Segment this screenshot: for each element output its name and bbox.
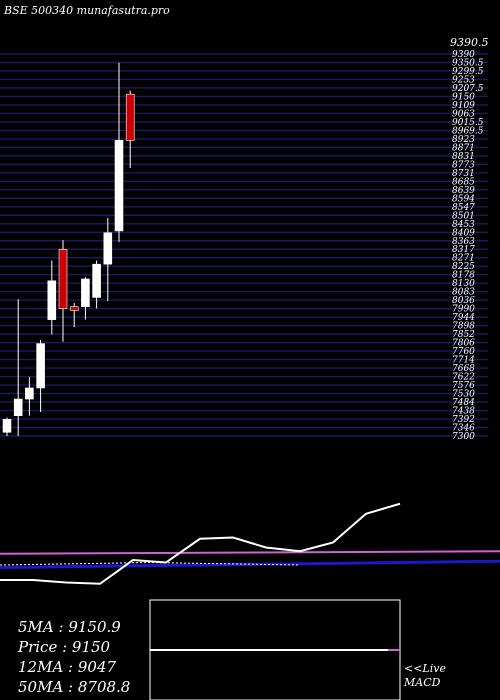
price-tick-label: 8547: [452, 203, 475, 213]
candle-body: [69, 306, 79, 311]
price-tick-label: 8036: [452, 296, 475, 306]
indicator-panel: [0, 502, 500, 585]
live-label: <<Live: [404, 662, 446, 675]
price-tick-label: 9150: [452, 92, 475, 102]
price-tick-label: 9063: [452, 109, 475, 119]
candle-body: [92, 263, 101, 298]
price-tick-label: 7346: [452, 424, 475, 434]
candle-body: [58, 249, 68, 309]
price-tick-label: 9109: [452, 101, 475, 111]
candle-body: [25, 387, 34, 400]
candle-body: [2, 419, 12, 433]
price-tick-label: 9350.5: [452, 58, 484, 68]
top-price-label: 9390.5: [450, 36, 489, 49]
price-tick-label: 9207.5: [452, 84, 484, 94]
candle-body: [47, 280, 57, 320]
price-tick-label: 7576: [452, 381, 475, 391]
candle-body: [81, 278, 90, 307]
price-tick-label: 7944: [452, 313, 475, 323]
price-tick-label: 8317: [452, 245, 475, 255]
price-tick-label: 7760: [452, 347, 475, 357]
price-tick-label: 8363: [452, 237, 475, 247]
price-tick-label: 7714: [452, 356, 475, 366]
price-tick-label: 9015.5: [452, 118, 484, 128]
price-tick-label: 8923: [452, 135, 475, 145]
price-tick-label: 7898: [452, 322, 475, 332]
price-tick-label: 7484: [452, 398, 475, 408]
price-tick-label: 8594: [452, 194, 475, 204]
price-tick-labels: 93909350.59299.592539207.591509109906390…: [452, 50, 484, 442]
price-tick-label: 8871: [452, 143, 475, 153]
price-tick-label: 7806: [452, 339, 475, 349]
price-tick-label: 8731: [452, 169, 475, 179]
candle-body: [13, 398, 23, 416]
price-tick-label: 9299.5: [452, 67, 484, 77]
price-tick-label: 7622: [452, 373, 475, 383]
ma12-label: 12MA : 9047: [18, 658, 116, 676]
price-tick-label: 8225: [452, 262, 475, 272]
candle-body: [125, 93, 135, 141]
price-grid: [0, 53, 488, 437]
price-tick-label: 8831: [452, 152, 475, 162]
price-tick-label: 9253: [452, 75, 475, 85]
price-tick-label: 7530: [452, 390, 475, 400]
white-indicator-line: [0, 502, 401, 585]
price-tick-label: 8773: [452, 160, 475, 170]
macd-label: MACD: [403, 676, 441, 689]
price-tick-label: 8685: [452, 177, 475, 187]
chart-title: BSE 500340 munafasutra.pro: [3, 4, 170, 17]
ma5-label: 5MA : 9150.9: [18, 618, 121, 636]
price-tick-label: 8969.5: [452, 126, 484, 136]
candle-body: [36, 343, 45, 389]
price-tick-label: 7990: [452, 305, 475, 315]
price-tick-label: 8639: [452, 186, 475, 196]
price-tick-label: 8130: [452, 279, 475, 289]
price-tick-label: 8178: [452, 271, 475, 281]
price-tick-label: 8271: [452, 254, 475, 264]
price-tick-label: 9390: [452, 50, 475, 60]
price-tick-label: 8083: [452, 288, 475, 298]
price-tick-label: 7300: [452, 432, 475, 442]
candles-layer: [2, 62, 135, 436]
price-tick-label: 8453: [452, 220, 475, 230]
price-tick-label: 8501: [452, 211, 475, 221]
purple-ma-line: [0, 550, 500, 555]
price-label: Price : 9150: [17, 638, 111, 656]
price-tick-label: 8409: [452, 228, 475, 238]
ma50-label: 50MA : 8708.8: [18, 678, 130, 696]
candle-body: [114, 140, 124, 232]
price-tick-label: 7852: [452, 330, 475, 340]
blue-ma-line: [0, 559, 500, 569]
price-tick-label: 7392: [452, 415, 475, 425]
candle-body: [103, 232, 113, 265]
price-tick-label: 7668: [452, 364, 475, 374]
price-tick-label: 7438: [452, 407, 475, 417]
